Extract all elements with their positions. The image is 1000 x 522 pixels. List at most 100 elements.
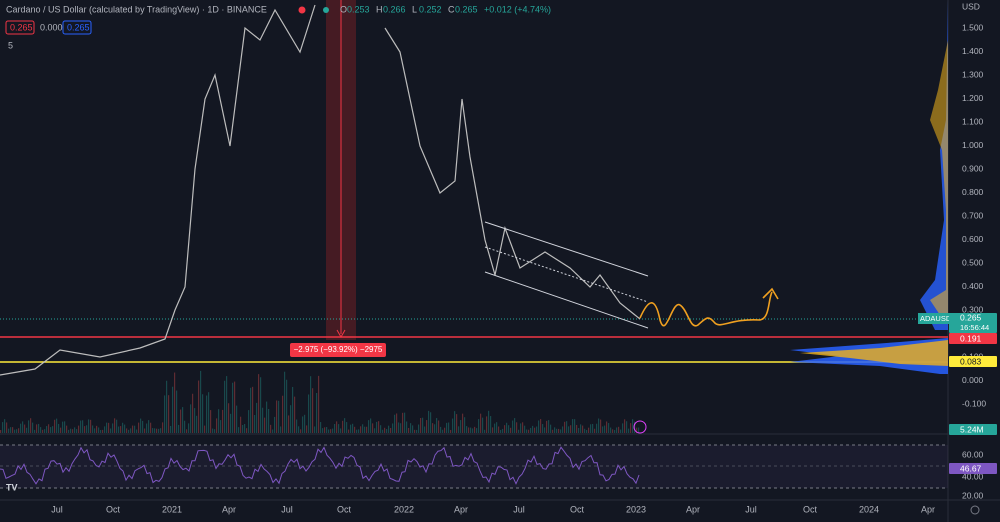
- badge-bid-text: 0.265: [10, 22, 33, 32]
- volume-bar: [296, 419, 298, 433]
- price-tick-label: 1.200: [962, 93, 984, 103]
- time-tick-label: 2022: [394, 504, 414, 514]
- volume-bar: [32, 422, 34, 433]
- volume-bar: [418, 424, 420, 433]
- volume-bar: [124, 424, 126, 433]
- volume-bar: [636, 427, 638, 433]
- volume-bar: [496, 422, 498, 433]
- volume-bar: [390, 428, 392, 433]
- volume-bar: [128, 429, 130, 433]
- volume-bar: [16, 429, 18, 433]
- volume-bar: [478, 419, 480, 433]
- volume-bar: [576, 424, 578, 433]
- volume-bar: [94, 428, 96, 433]
- volume-bar: [366, 426, 368, 433]
- volume-bar: [48, 424, 50, 433]
- volume-bar: [630, 423, 632, 433]
- volume-bar: [26, 427, 28, 433]
- volume-bar: [356, 429, 358, 433]
- volume-bar: [608, 423, 610, 433]
- volume-bar: [96, 425, 98, 433]
- volume-bar: [250, 387, 252, 433]
- collapse-toggle[interactable]: 5: [8, 40, 13, 50]
- volume-bar: [318, 375, 320, 433]
- time-tick-label: Apr: [222, 504, 236, 514]
- time-tick-label: Oct: [106, 504, 121, 514]
- volume-bar: [72, 429, 74, 433]
- volume-bar: [394, 414, 396, 433]
- volume-bar: [240, 416, 242, 433]
- volume-bar: [86, 425, 88, 433]
- time-tick-label: 2024: [859, 504, 879, 514]
- ohlc-key: L: [412, 4, 417, 14]
- volume-bar: [520, 423, 522, 433]
- volume-bar: [226, 376, 228, 433]
- volume-bar: [270, 424, 272, 433]
- volume-bar: [164, 395, 166, 433]
- volume-bar: [606, 421, 608, 433]
- volume-bar: [190, 404, 192, 433]
- volume-bar: [262, 407, 264, 433]
- volume-bar: [464, 417, 466, 433]
- volume-bar: [352, 423, 354, 433]
- rsi-value-tag: 46.67: [960, 463, 982, 473]
- price-tick-label: 1.000: [962, 140, 984, 150]
- time-tick-label: Jul: [745, 504, 757, 514]
- volume-bar: [220, 420, 222, 433]
- volume-bar: [12, 427, 14, 433]
- volume-bar: [382, 429, 384, 433]
- volume-bar: [476, 428, 478, 433]
- volume-bar: [500, 429, 502, 433]
- volume-bar: [8, 428, 10, 433]
- volume-bar: [484, 429, 486, 433]
- price-tick-label: 1.300: [962, 69, 984, 79]
- time-tick-label: 2023: [626, 504, 646, 514]
- volume-bar: [400, 423, 402, 433]
- price-tag: [949, 313, 997, 333]
- volume-bar: [46, 426, 48, 433]
- volume-bar: [58, 423, 60, 433]
- volume-bar: [300, 429, 302, 433]
- volume-bar: [634, 421, 636, 433]
- volume-bar: [306, 425, 308, 433]
- volume-bar: [222, 409, 224, 433]
- volume-bar: [570, 425, 572, 433]
- price-tick-label: 0.500: [962, 258, 984, 268]
- volume-bar: [624, 419, 626, 433]
- volume-bar: [88, 419, 90, 433]
- volume-bar: [564, 421, 566, 433]
- volume-bar: [160, 428, 162, 433]
- volume-bar: [502, 428, 504, 433]
- volume-bar: [364, 426, 366, 433]
- volume-bar: [130, 428, 132, 433]
- volume-bar: [20, 423, 22, 433]
- volume-bar: [632, 419, 634, 433]
- volume-bar: [536, 426, 538, 433]
- volume-bar: [202, 394, 204, 433]
- volume-bar: [70, 428, 72, 433]
- volume-bar: [506, 422, 508, 433]
- ohlc-key: O: [340, 4, 347, 14]
- volume-bar: [518, 429, 520, 433]
- volume-bar: [510, 427, 512, 433]
- volume-bar: [188, 423, 190, 433]
- volume-bar: [286, 379, 288, 433]
- volume-bar: [238, 427, 240, 433]
- volume-bar: [292, 386, 294, 433]
- volume-bar: [486, 416, 488, 433]
- volume-bar: [480, 413, 482, 433]
- volume-bars: [0, 370, 640, 433]
- volume-bar: [134, 425, 136, 433]
- volume-bar: [76, 429, 78, 433]
- volume-bar: [572, 419, 574, 433]
- volume-bar: [376, 421, 378, 433]
- symbol-tag: [918, 313, 950, 324]
- volume-bar: [50, 427, 52, 433]
- volume-bar: [328, 429, 330, 433]
- time-tick-label: Jul: [281, 504, 293, 514]
- volume-bar: [74, 427, 76, 433]
- volume-bar: [426, 420, 428, 433]
- status-dot-2: [323, 7, 329, 13]
- settings-icon[interactable]: [970, 505, 980, 515]
- volume-bar: [84, 426, 86, 433]
